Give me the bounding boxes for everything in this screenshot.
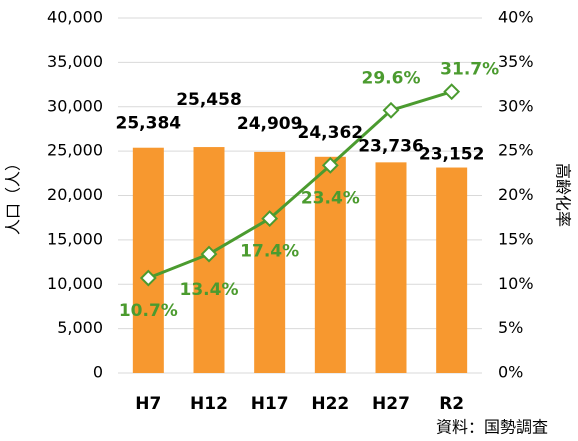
marker: [200, 245, 218, 263]
y2-tick-label: 10%: [498, 274, 534, 293]
x-tick-label: H22: [311, 394, 349, 414]
x-tick-label: R2: [439, 394, 464, 414]
bar-value-label: 25,458: [176, 90, 242, 110]
bar: [436, 167, 468, 373]
y2-tick-label: 25%: [498, 141, 534, 160]
line-value-label: 13.4%: [180, 280, 239, 300]
y-tick-label: 20,000: [47, 185, 103, 204]
y2-tick-label: 0%: [498, 363, 523, 382]
y-tick-label: 35,000: [47, 52, 103, 71]
y-tick-label: 30,000: [47, 96, 103, 115]
marker: [139, 269, 157, 287]
bar-value-label: 24,909: [237, 114, 303, 134]
line: [147, 90, 453, 280]
line-value-label: 10.7%: [119, 301, 178, 321]
bar-value-label: 23,152: [419, 145, 485, 165]
line-value-label: 29.6%: [362, 68, 421, 88]
y-tick-label: 15,000: [47, 229, 103, 248]
marker: [261, 210, 279, 227]
x-tick-label: H27: [372, 394, 410, 414]
y-axis-title: 人口（人）: [4, 155, 23, 235]
marker: [321, 156, 339, 174]
y2-tick-label: 40%: [498, 8, 534, 27]
y2-tick-label: 35%: [498, 52, 534, 71]
x-tick-label: H17: [251, 394, 289, 414]
line-value-label: 23.4%: [301, 188, 360, 208]
bar: [375, 162, 407, 373]
y-tick-label: 0: [93, 363, 103, 382]
y2-tick-label: 30%: [498, 96, 534, 115]
y-tick-label: 5,000: [57, 318, 103, 337]
bar: [314, 156, 346, 373]
line-value-label: 17.4%: [240, 242, 299, 262]
y2-tick-label: 5%: [498, 318, 523, 337]
bar-value-label: 24,362: [298, 123, 364, 143]
bar: [254, 151, 286, 373]
bar-value-label: 25,384: [116, 114, 182, 134]
bar: [132, 147, 164, 373]
x-tick-label: H12: [190, 394, 228, 414]
y2-tick-label: 20%: [498, 185, 534, 204]
line-value-label: 31.7%: [440, 60, 499, 80]
marker: [382, 101, 400, 119]
bar-value-label: 23,736: [358, 136, 424, 156]
y2-axis-title: 高齢化率: [554, 163, 573, 227]
y-tick-label: 40,000: [47, 8, 103, 27]
y-tick-label: 25,000: [47, 141, 103, 160]
marker: [443, 83, 461, 101]
source-note: 資料：国勢調査: [436, 418, 548, 437]
x-tick-label: H7: [135, 394, 161, 414]
y-tick-label: 10,000: [47, 274, 103, 293]
y2-tick-label: 15%: [498, 229, 534, 248]
